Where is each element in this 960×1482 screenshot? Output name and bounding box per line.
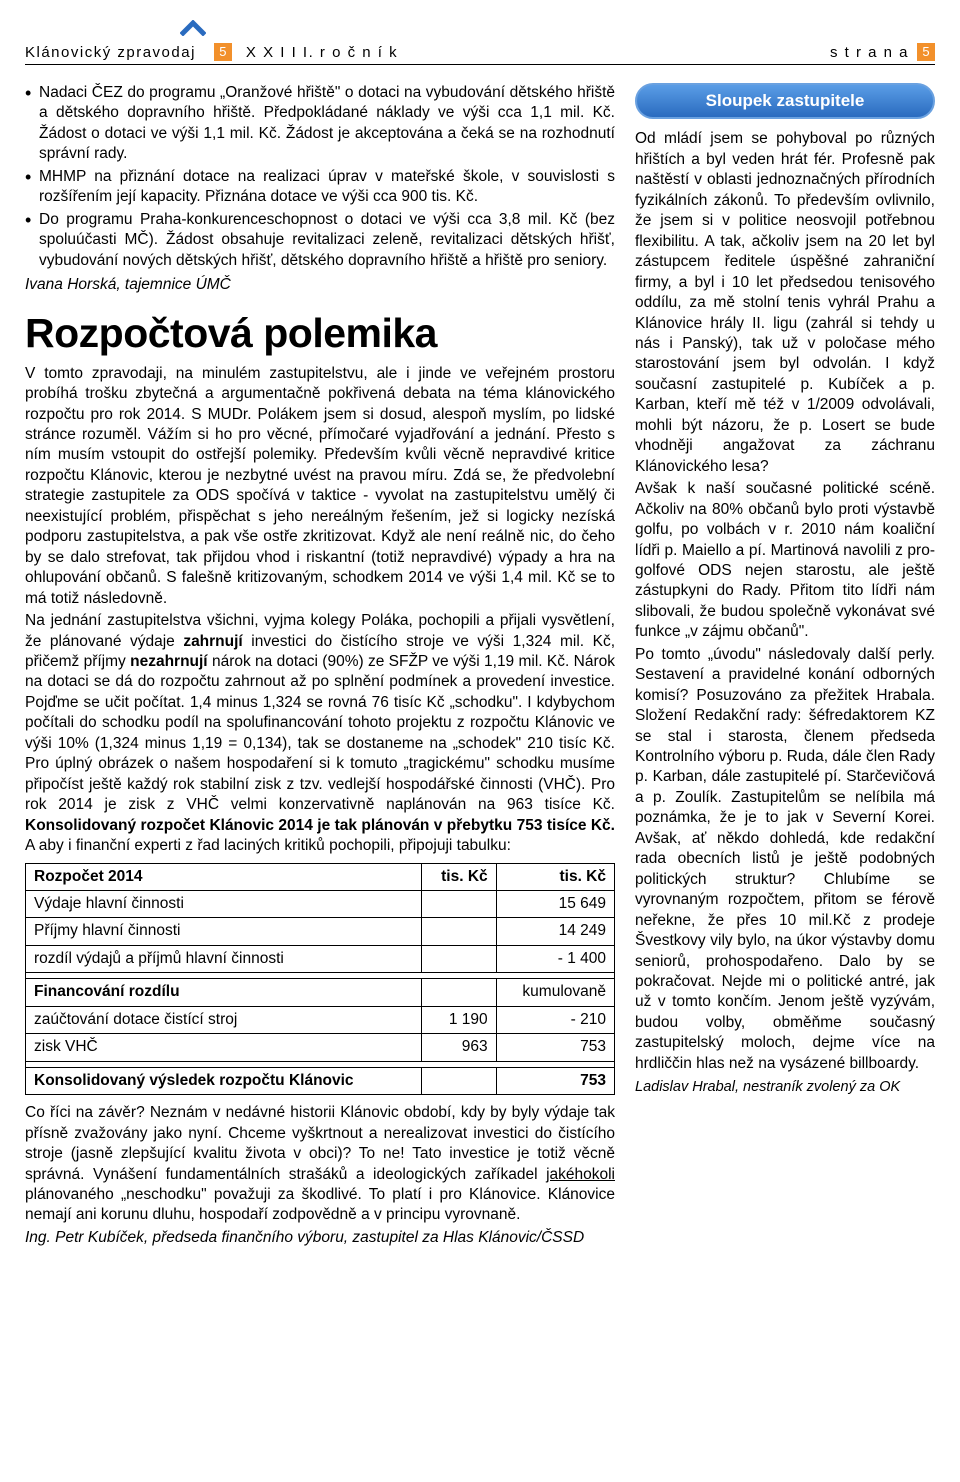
table-cell: 15 649 (496, 890, 614, 917)
bold-text: Konsolidovaný rozpočet Klánovic 2014 je … (25, 817, 615, 834)
table-header-cell: 753 (496, 1067, 614, 1094)
table-cell (421, 945, 496, 972)
table-cell (421, 918, 496, 945)
underline-text: jakéhokoli (546, 1166, 615, 1183)
bold-text: nezahrnují (130, 653, 208, 670)
bullet-item: MHMP na přiznání dotace na realizaci úpr… (25, 167, 615, 208)
issue-number-box: 5 (214, 43, 232, 61)
table-header-row: Konsolidovaný výsledek rozpočtu Klánovic… (26, 1067, 615, 1094)
author-signature: Ivana Horská, tajemnice ÚMČ (25, 275, 615, 295)
header-divider (25, 64, 935, 65)
table-header-cell: kumulovaně (496, 979, 614, 1006)
table-cell: Výdaje hlavní činnosti (26, 890, 422, 917)
text-run: A aby i finanční experti z řad laciných … (25, 837, 511, 854)
table-cell: zisk VHČ (26, 1034, 422, 1061)
sidebar-paragraph: Od mládí jsem se pohyboval po různých hř… (635, 129, 935, 477)
text-run: nárok na dotaci (90%) ze SFŽP ve výši 1,… (25, 653, 615, 813)
conclusion-paragraph: Co říci na závěr? Neznám v nedávné histo… (25, 1103, 615, 1226)
table-row: rozdíl výdajů a příjmů hlavní činnosti -… (26, 945, 615, 972)
sidebar-paragraph: Avšak k naší současné politické scéně. A… (635, 479, 935, 643)
table-cell: 963 (421, 1034, 496, 1061)
sidebar-badge: Sloupek zastupitele (635, 83, 935, 119)
table-header-cell: Konsolidovaný výsledek rozpočtu Klánovic (26, 1067, 422, 1094)
table-cell: - 210 (496, 1006, 614, 1033)
sidebar-column: Sloupek zastupitele Od mládí jsem se poh… (635, 83, 935, 1248)
sidebar-body: Od mládí jsem se pohyboval po různých hř… (635, 129, 935, 1074)
page-header: Klánovický zpravodaj 5 X X I I I. r o č … (25, 43, 935, 64)
author-signature: Ing. Petr Kubíček, předseda finančního v… (25, 1228, 615, 1248)
table-cell: 1 190 (421, 1006, 496, 1033)
budget-table: Rozpočet 2014 tis. Kč tis. Kč Výdaje hla… (25, 863, 615, 1096)
bullet-list: Nadaci ČEZ do programu „Oranžové hřiště"… (25, 83, 615, 271)
bullet-item: Nadaci ČEZ do programu „Oranžové hřiště"… (25, 83, 615, 165)
text-run: plánovaného „neschodku" považuji za škod… (25, 1186, 615, 1223)
table-cell: zaúčtování dotace čistící stroj (26, 1006, 422, 1033)
sidebar-paragraph: Po tomto „úvodu" následovaly další perly… (635, 645, 935, 1075)
article-heading: Rozpočtová polemika (25, 306, 615, 360)
table-cell (421, 890, 496, 917)
table-header-cell: tis. Kč (496, 863, 614, 890)
table-row: Příjmy hlavní činnosti 14 249 (26, 918, 615, 945)
main-column: Nadaci ČEZ do programu „Oranžové hřiště"… (25, 83, 615, 1248)
table-cell: Příjmy hlavní činnosti (26, 918, 422, 945)
article-paragraph: Na jednání zastupitelstva všichni, vyjma… (25, 611, 615, 856)
table-header-cell: Rozpočet 2014 (26, 863, 422, 890)
bullet-item: Do programu Praha-konkurenceschopnost o … (25, 210, 615, 271)
table-row: zaúčtování dotace čistící stroj 1 190 - … (26, 1006, 615, 1033)
table-header-cell (421, 1067, 496, 1094)
strana-label: s t r a n a (830, 44, 909, 61)
table-row: Výdaje hlavní činnosti 15 649 (26, 890, 615, 917)
table-header-row: Rozpočet 2014 tis. Kč tis. Kč (26, 863, 615, 890)
table-header-cell (421, 979, 496, 1006)
text-run: Co říci na závěr? Neznám v nedávné histo… (25, 1104, 615, 1182)
table-header-cell: tis. Kč (421, 863, 496, 890)
table-cell: 753 (496, 1034, 614, 1061)
page-number-box: 5 (917, 43, 935, 61)
article-paragraph: V tomto zpravodaji, na minulém zastupite… (25, 364, 615, 609)
bold-text: zahrnují (183, 633, 242, 650)
table-header-cell: Financování rozdílu (26, 979, 422, 1006)
chevron-icon (180, 20, 935, 41)
table-row: zisk VHČ 963 753 (26, 1034, 615, 1061)
table-header-row: Financování rozdílu kumulovaně (26, 979, 615, 1006)
table-cell: 14 249 (496, 918, 614, 945)
table-cell: - 1 400 (496, 945, 614, 972)
publication-title: Klánovický zpravodaj (25, 44, 196, 61)
volume-label: X X I I I. r o č n í k (246, 44, 398, 61)
table-cell: rozdíl výdajů a příjmů hlavní činnosti (26, 945, 422, 972)
sidebar-signature: Ladislav Hrabal, nestraník zvolený za OK (635, 1078, 935, 1097)
